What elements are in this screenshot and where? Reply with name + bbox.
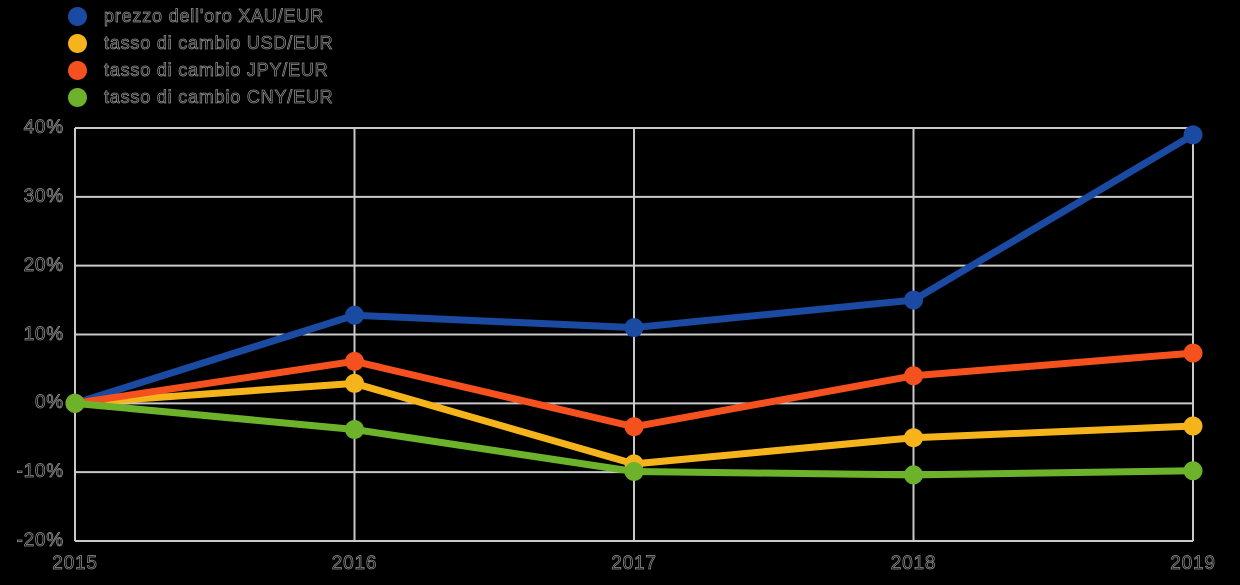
y-tick-label: 30% <box>23 185 64 207</box>
data-point[interactable] <box>1183 343 1203 363</box>
y-tick-label: 20% <box>23 254 64 276</box>
legend: prezzo dell'oro XAU/EUR tasso di cambio U… <box>68 3 333 111</box>
data-point[interactable] <box>345 419 364 439</box>
legend-item-label: tasso di cambio USD/EUR <box>104 33 334 54</box>
data-point[interactable] <box>1183 416 1203 436</box>
y-tick-label: -20% <box>16 530 64 552</box>
data-point[interactable] <box>1183 461 1203 481</box>
legend-item-label: tasso di cambio CNY/EUR <box>104 87 334 108</box>
data-point[interactable] <box>65 393 85 413</box>
y-tick-label: 0% <box>34 392 64 414</box>
legend-color-dot <box>68 7 87 26</box>
data-point[interactable] <box>904 290 923 310</box>
legend-color-dot <box>68 34 87 53</box>
legend-item-label: prezzo dell'oro XAU/EUR <box>104 6 324 27</box>
data-point[interactable] <box>345 373 364 393</box>
x-tick-label: 2018 <box>890 553 937 575</box>
data-point[interactable] <box>904 366 923 386</box>
legend-item-3[interactable]: tasso di cambio CNY/EUR <box>68 84 333 111</box>
y-tick-label: -10% <box>16 461 64 483</box>
legend-item-2[interactable]: tasso di cambio JPY/EUR <box>68 57 333 84</box>
y-tick-label: 40% <box>23 117 64 139</box>
data-point[interactable] <box>624 461 644 481</box>
x-tick-label: 2019 <box>1170 553 1216 575</box>
legend-item-label: tasso di cambio JPY/EUR <box>104 60 329 81</box>
data-point[interactable] <box>624 417 644 437</box>
data-point[interactable] <box>345 305 364 325</box>
data-point[interactable] <box>624 318 644 338</box>
data-point[interactable] <box>904 428 923 448</box>
data-point[interactable] <box>345 351 364 371</box>
data-point[interactable] <box>904 465 923 485</box>
x-tick-label: 2016 <box>331 553 378 575</box>
y-tick-label: 10% <box>23 323 64 345</box>
legend-color-dot <box>68 61 87 80</box>
legend-item-0[interactable]: prezzo dell'oro XAU/EUR <box>68 3 333 30</box>
legend-item-1[interactable]: tasso di cambio USD/EUR <box>68 30 333 57</box>
x-tick-label: 2015 <box>52 553 98 575</box>
data-point[interactable] <box>1183 125 1203 145</box>
legend-color-dot <box>68 88 87 107</box>
x-tick-label: 2017 <box>611 553 657 575</box>
